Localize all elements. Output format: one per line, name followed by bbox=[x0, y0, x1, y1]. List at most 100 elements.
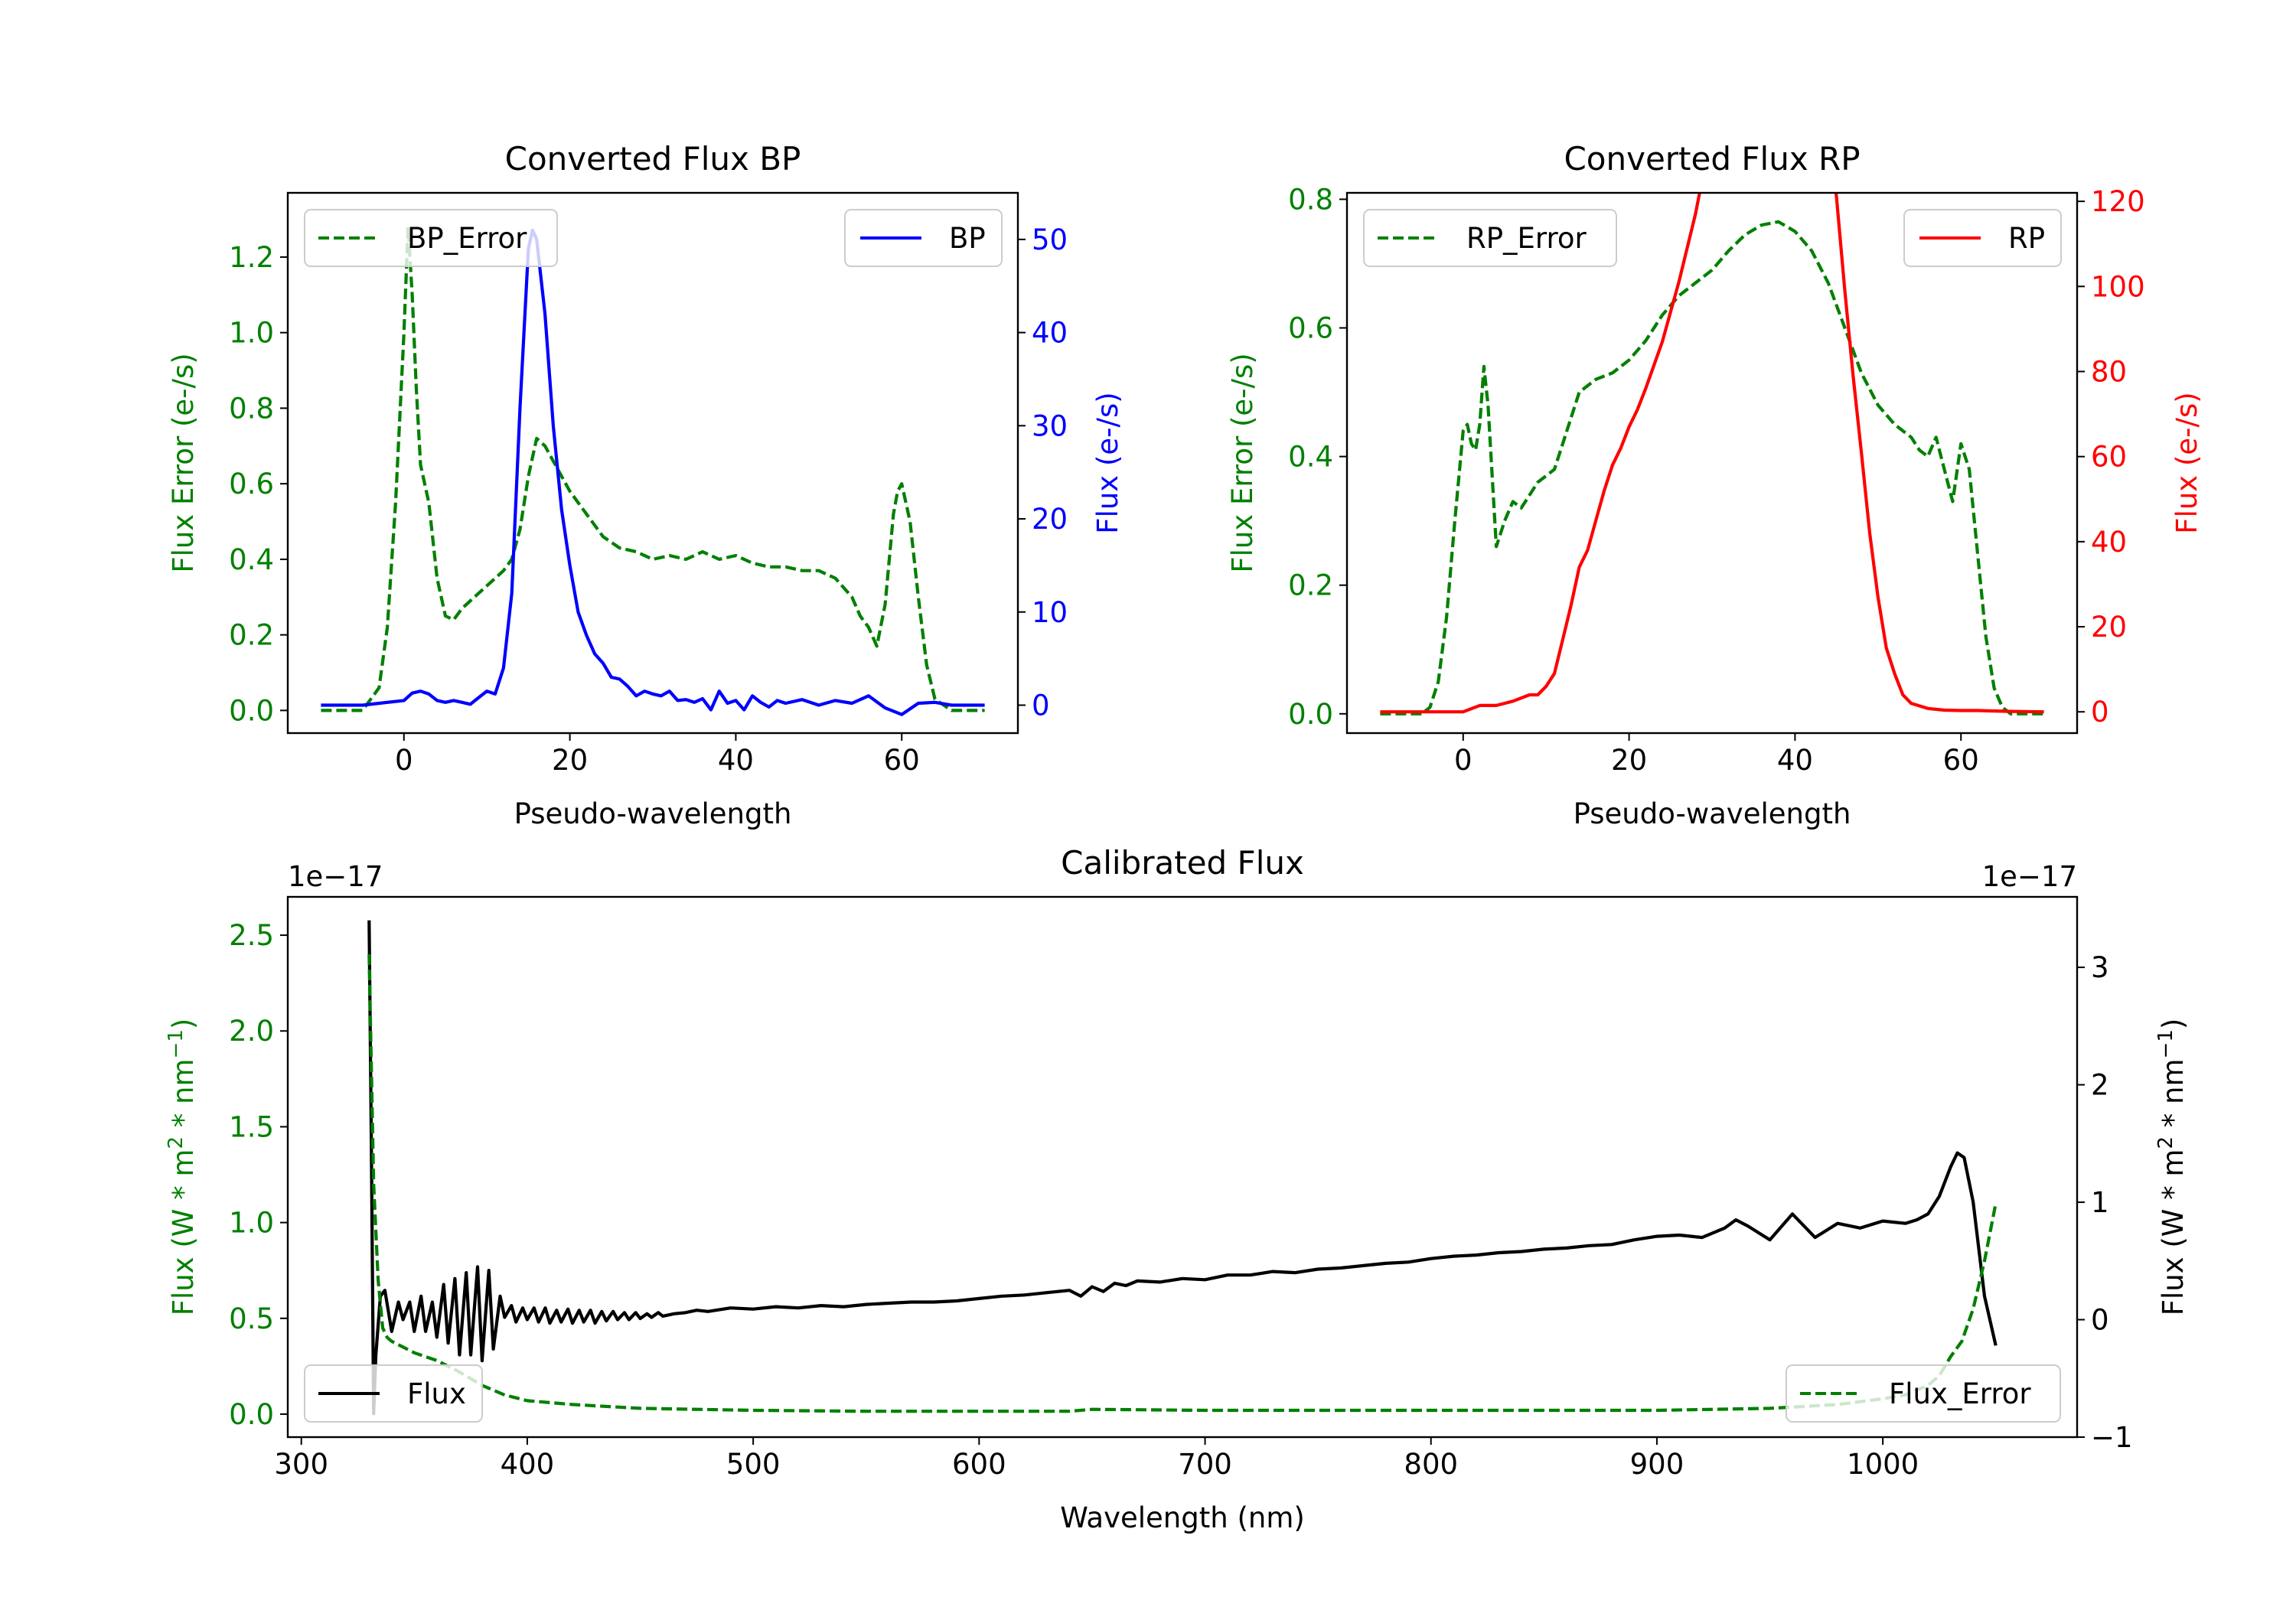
calibrated-x-tick-label: 700 bbox=[1178, 1448, 1232, 1481]
rp-series-rp bbox=[1380, 193, 2044, 714]
calibrated-series-flux bbox=[367, 920, 1998, 1416]
chart-bp: 0 20 40 60 0.0 0.2 0.4 0.6 0.8 1.0 1.2 0 10 20 30 40 5… bbox=[167, 140, 1124, 830]
bp-left-y-tick-label: 0.2 bbox=[229, 619, 274, 652]
bp-left-y-tick-label: 0.8 bbox=[229, 392, 274, 425]
bp-right-y-tick-label: 50 bbox=[1032, 223, 1068, 256]
calibrated-left-y-label: Flux (W * m2 * nm−1) bbox=[165, 1019, 200, 1316]
rp-right-y-ticks: 0 20 40 60 80 100 120 bbox=[2077, 185, 2145, 729]
calibrated-right-y-tick-label: 3 bbox=[2091, 951, 2109, 984]
bp-left-y-tick-label: 0.6 bbox=[229, 468, 274, 500]
calibrated-left-offset: 1e−17 bbox=[288, 860, 383, 893]
chart-calibrated: 300 400 500 600 700 800 900 1000 0.0 0.5 1.0 1.5 2.… bbox=[165, 844, 2190, 1534]
rp-series-group bbox=[1380, 193, 2044, 715]
calibrated-legend-error: Flux_Error bbox=[1786, 1364, 2061, 1423]
bp-axes-frame bbox=[286, 191, 1019, 735]
calibrated-x-tick-label: 600 bbox=[952, 1448, 1006, 1481]
rp-x-tick-label: 20 bbox=[1611, 744, 1647, 777]
rp-legend-flux: RP bbox=[1903, 209, 2062, 267]
rp-left-y-ticks: 0.0 0.2 0.4 0.6 0.8 bbox=[1288, 183, 1347, 731]
bp-x-label: Pseudo-wavelength bbox=[514, 797, 792, 830]
rp-right-y-tick-label: 120 bbox=[2091, 185, 2145, 218]
bp-series-bp-error bbox=[321, 225, 985, 712]
bp-left-y-label: Flux Error (e-/s) bbox=[167, 353, 200, 572]
calibrated-right-y-tick-label: −1 bbox=[2091, 1421, 2133, 1454]
bp-right-y-tick-label: 10 bbox=[1032, 596, 1068, 629]
calibrated-left-y-tick-label: 2.5 bbox=[229, 919, 274, 952]
bp-x-tick-label: 0 bbox=[395, 744, 413, 777]
rp-title: Converted Flux RP bbox=[1564, 140, 1860, 178]
bp-x-ticks: 0 20 40 60 bbox=[395, 733, 920, 777]
rp-right-y-tick-label: 60 bbox=[2091, 441, 2127, 474]
rp-x-label: Pseudo-wavelength bbox=[1574, 797, 1851, 830]
rp-legend-flux-box bbox=[1903, 209, 2062, 267]
rp-series-rp-error bbox=[1380, 220, 2044, 715]
calibrated-legend-error-label: Flux_Error bbox=[1889, 1377, 2031, 1410]
chart-rp: 0 20 40 60 0.00.20.40.60.8 020406080100120 … bbox=[1226, 140, 2203, 830]
bp-legend-error-box bbox=[304, 209, 558, 267]
bp-legend-flux-label: BP bbox=[949, 222, 986, 255]
calibrated-right-y-tick-label: 2 bbox=[2091, 1069, 2109, 1102]
rp-legend-error-box bbox=[1363, 209, 1617, 267]
bp-series-bp bbox=[321, 228, 985, 716]
bp-left-y-tick-label: 0.4 bbox=[229, 543, 274, 576]
calibrated-left-y-tick-label: 2.0 bbox=[229, 1015, 274, 1048]
calibrated-x-tick-label: 300 bbox=[274, 1448, 328, 1481]
bp-right-y-label: Flux (e-/s) bbox=[1091, 392, 1124, 533]
rp-x-tick-label: 0 bbox=[1454, 744, 1473, 777]
calibrated-x-tick-label: 400 bbox=[501, 1448, 555, 1481]
bp-right-y-tick-label: 20 bbox=[1032, 503, 1068, 536]
rp-left-y-label: Flux Error (e-/s) bbox=[1226, 353, 1259, 572]
rp-right-y-tick-label: 20 bbox=[2091, 611, 2127, 644]
rp-right-y-label: Flux (e-/s) bbox=[2170, 392, 2203, 533]
calibrated-right-y-tick-label: 0 bbox=[2091, 1304, 2109, 1337]
rp-left-y-tick-label: 0.6 bbox=[1288, 312, 1333, 345]
calibrated-legend-flux-box bbox=[304, 1364, 483, 1423]
bp-x-tick-label: 60 bbox=[884, 744, 920, 777]
rp-left-y-tick-label: 0.8 bbox=[1288, 183, 1333, 216]
calibrated-right-y-label: Flux (W * m2 * nm−1) bbox=[2154, 1019, 2190, 1316]
bp-right-y-ticks: 0 10 20 30 40 50 bbox=[1018, 223, 1068, 722]
calibrated-x-tick-label: 800 bbox=[1404, 1448, 1458, 1481]
calibrated-right-y-tick-label: 1 bbox=[2091, 1186, 2109, 1219]
calibrated-x-ticks: 300 400 500 600 700 800 900 1000 bbox=[274, 1437, 1919, 1481]
bp-left-y-tick-label: 1.2 bbox=[229, 241, 274, 274]
bp-left-y-tick-label: 0.0 bbox=[229, 694, 274, 727]
rp-legend-flux-label: RP bbox=[2008, 222, 2045, 255]
rp-x-ticks: 0 20 40 60 bbox=[1454, 733, 1979, 777]
calibrated-left-y-tick-label: 0.0 bbox=[229, 1398, 274, 1431]
bp-x-tick-label: 40 bbox=[718, 744, 754, 777]
rp-legend-error: RP_Error bbox=[1363, 209, 1617, 267]
rp-right-y-tick-label: 100 bbox=[2091, 270, 2145, 303]
bp-series-group bbox=[321, 225, 985, 716]
bp-right-y-tick-label: 40 bbox=[1032, 317, 1068, 350]
bp-left-y-tick-label: 1.0 bbox=[229, 317, 274, 350]
rp-legend-error-label: RP_Error bbox=[1466, 222, 1587, 255]
calibrated-left-y-tick-label: 0.5 bbox=[229, 1302, 274, 1335]
bp-legend-error-label: BP_Error bbox=[407, 222, 527, 255]
bp-x-tick-label: 20 bbox=[552, 744, 588, 777]
rp-x-tick-label: 60 bbox=[1943, 744, 1979, 777]
rp-left-y-tick-label: 0.4 bbox=[1288, 441, 1333, 474]
bp-legend-flux: BP bbox=[844, 209, 1003, 267]
calibrated-x-tick-label: 1000 bbox=[1847, 1448, 1919, 1481]
bp-right-y-tick-label: 30 bbox=[1032, 409, 1068, 442]
calibrated-right-offset: 1e−17 bbox=[1982, 860, 2077, 893]
bp-right-y-tick-label: 0 bbox=[1032, 689, 1050, 722]
bp-title: Converted Flux BP bbox=[505, 140, 801, 178]
calibrated-x-tick-label: 900 bbox=[1630, 1448, 1684, 1481]
rp-right-y-tick-label: 80 bbox=[2091, 355, 2127, 388]
calibrated-legend-error-box bbox=[1786, 1364, 2061, 1423]
bp-left-y-ticks: 0.0 0.2 0.4 0.6 0.8 1.0 1.2 bbox=[229, 241, 288, 727]
rp-right-y-tick-label: 40 bbox=[2091, 526, 2127, 559]
rp-axes-frame bbox=[1345, 191, 2079, 735]
bp-legend-error: BP_Error bbox=[304, 209, 558, 267]
calibrated-left-y-ticks: 0.0 0.5 1.0 1.5 2.0 2.5 bbox=[229, 919, 288, 1431]
calibrated-legend-flux-label: Flux bbox=[407, 1377, 466, 1410]
calibrated-axes-frame bbox=[286, 895, 2079, 1439]
calibrated-title: Calibrated Flux bbox=[1061, 844, 1304, 882]
calibrated-right-y-ticks: −1 0 1 2 3 bbox=[2077, 951, 2133, 1454]
rp-left-y-tick-label: 0.0 bbox=[1288, 698, 1333, 731]
calibrated-x-tick-label: 500 bbox=[726, 1448, 781, 1481]
